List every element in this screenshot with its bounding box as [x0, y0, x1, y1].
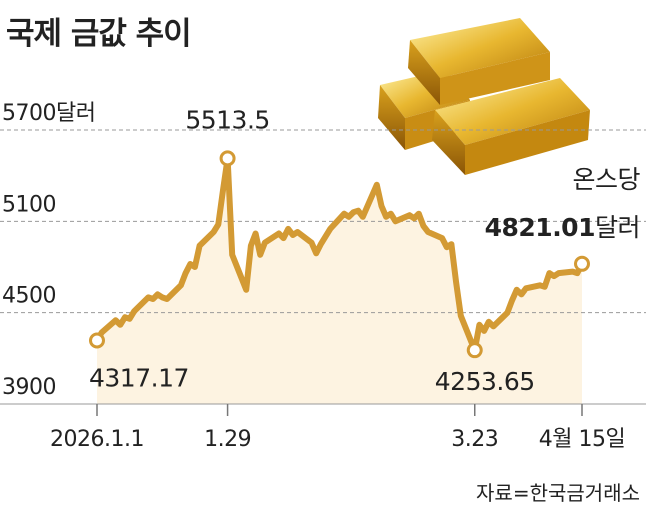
- data-label-unit: 달러: [595, 213, 640, 242]
- x-tick-label: 4월 15일: [539, 427, 625, 452]
- x-tick-label: 1.29: [204, 427, 251, 452]
- y-tick-label: 4500: [2, 284, 56, 309]
- gold-bars-illustration: [378, 18, 590, 175]
- point-marker: [219, 150, 236, 167]
- unit-note: 온스당: [572, 165, 640, 194]
- y-tick-label: 5100: [2, 192, 56, 217]
- y-tick-label: 3900: [2, 375, 56, 400]
- data-label: 4253.65: [435, 367, 535, 396]
- line: [94, 155, 585, 354]
- data-label: 4821.01달러: [485, 213, 640, 242]
- point-marker: [466, 342, 483, 359]
- data-label-value: 4821.01: [485, 213, 595, 242]
- data-label: 4317.17: [89, 363, 189, 392]
- point-marker: [89, 332, 105, 349]
- area-fill: [97, 158, 582, 404]
- chart-title: 국제 금값 추이: [6, 16, 191, 52]
- point-marker: [574, 255, 590, 272]
- data-label: 5513.5: [185, 105, 269, 134]
- y-tick-label: 5700달러: [2, 101, 95, 126]
- source: 자료=한국금거래소: [476, 481, 640, 505]
- x-tick-label: 2026.1.1: [50, 427, 144, 452]
- x-tick-label: 3.23: [451, 427, 498, 452]
